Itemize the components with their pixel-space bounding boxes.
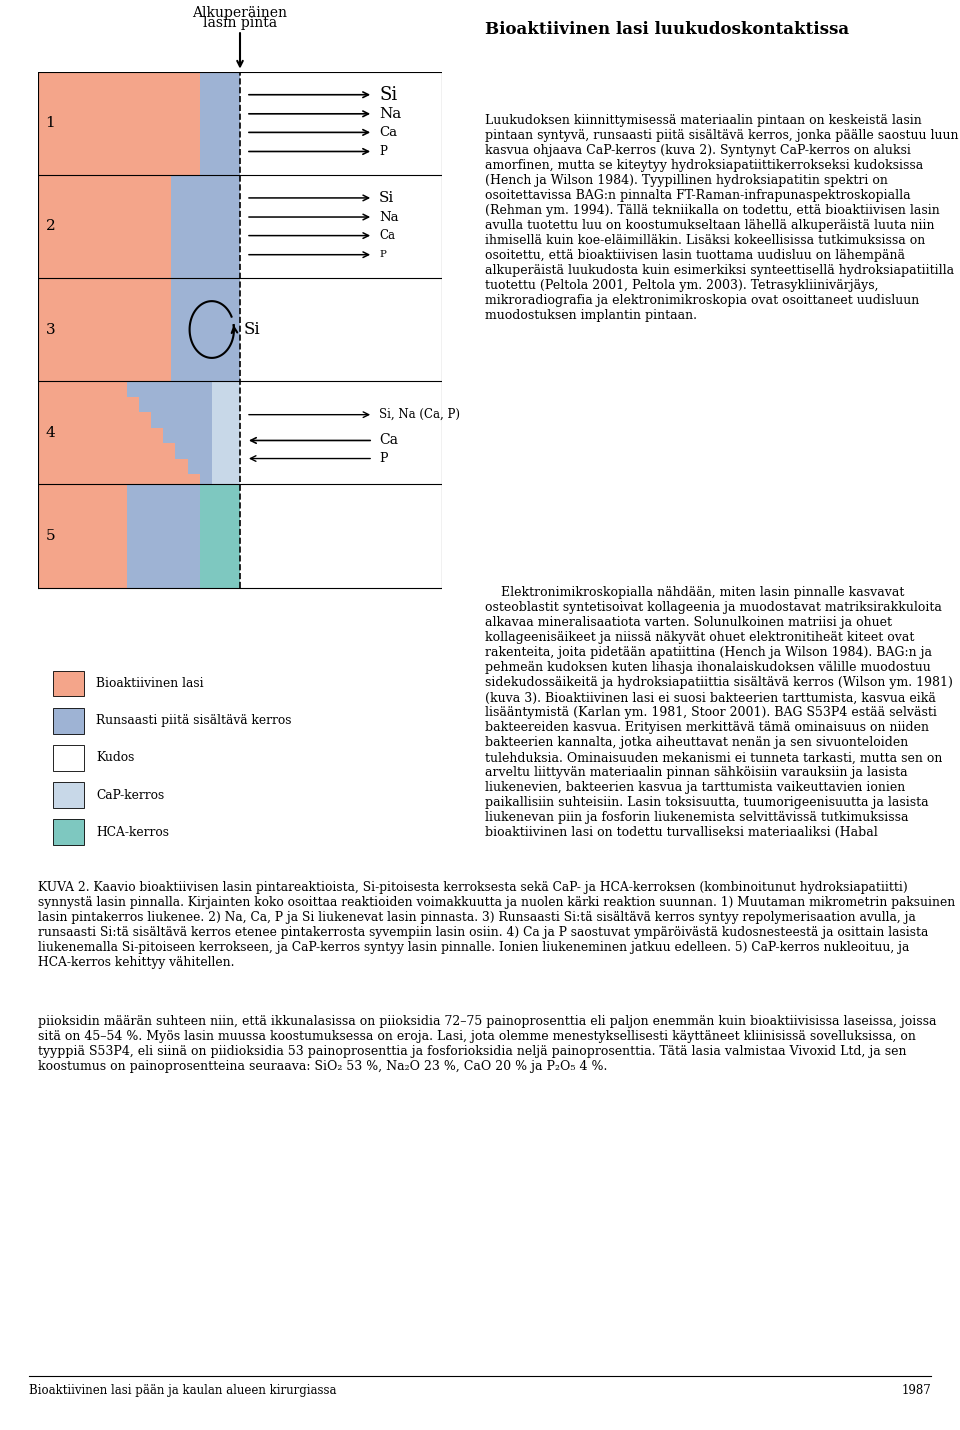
Bar — [38, 174, 172, 277]
Bar — [38, 485, 127, 588]
Bar — [38, 382, 127, 485]
Text: Runsaasti piitä sisältävä kerros: Runsaasti piitä sisältävä kerros — [96, 714, 292, 728]
Bar — [172, 174, 240, 277]
Polygon shape — [38, 382, 200, 485]
Bar — [200, 72, 240, 174]
Text: Alkuperäinen: Alkuperäinen — [193, 6, 287, 20]
Text: Bioaktiivinen lasi: Bioaktiivinen lasi — [96, 676, 204, 691]
Text: 3: 3 — [46, 323, 56, 336]
Text: 5: 5 — [46, 529, 56, 543]
Bar — [172, 277, 240, 382]
Bar — [38, 277, 172, 382]
Text: Na: Na — [379, 107, 401, 120]
Bar — [127, 382, 212, 485]
Text: Ca: Ca — [379, 229, 396, 242]
Bar — [240, 485, 442, 588]
Text: Bioaktiivinen lasi luukudoskontaktissa: Bioaktiivinen lasi luukudoskontaktissa — [485, 21, 849, 39]
Text: Si, Na (Ca, P): Si, Na (Ca, P) — [379, 408, 460, 422]
Text: 1987: 1987 — [901, 1384, 931, 1397]
Text: Bioaktiivinen lasi pään ja kaulan alueen kirurgiassa: Bioaktiivinen lasi pään ja kaulan alueen… — [29, 1384, 336, 1397]
Text: 2: 2 — [46, 219, 56, 233]
Text: CaP-kerros: CaP-kerros — [96, 788, 164, 802]
Text: KUVA 2. Kaavio bioaktiivisen lasin pintareaktioista, Si-pitoisesta kerroksesta s: KUVA 2. Kaavio bioaktiivisen lasin pinta… — [38, 881, 955, 970]
Text: Si: Si — [244, 320, 261, 337]
Text: piioksidin määrän suhteen niin, että ikkunalasissa on piioksidia 72–75 painopros: piioksidin määrän suhteen niin, että ikk… — [38, 1015, 937, 1074]
Text: Elektronimikroskopialla nähdään, miten lasin pinnalle kasvavat osteoblastit synt: Elektronimikroskopialla nähdään, miten l… — [485, 586, 952, 839]
Text: 4: 4 — [46, 426, 56, 440]
Bar — [240, 382, 442, 485]
Text: P: P — [379, 452, 388, 465]
Bar — [240, 174, 442, 277]
Text: Ca: Ca — [379, 126, 397, 139]
Text: Si: Si — [379, 192, 395, 204]
Bar — [127, 485, 200, 588]
Text: Kudos: Kudos — [96, 751, 134, 765]
Text: P: P — [379, 144, 387, 157]
Text: 1: 1 — [46, 116, 56, 130]
Bar — [240, 72, 442, 174]
Text: Ca: Ca — [379, 433, 398, 448]
Bar — [38, 72, 200, 174]
Text: P: P — [379, 250, 386, 259]
Text: Luukudoksen kiinnittymisessä materiaalin pintaan on keskeistä lasin pintaan synt: Luukudoksen kiinnittymisessä materiaalin… — [485, 114, 958, 322]
Bar — [212, 382, 240, 485]
Bar — [200, 485, 240, 588]
Text: Na: Na — [379, 210, 398, 223]
Bar — [240, 277, 442, 382]
Text: Si: Si — [379, 86, 397, 104]
Text: HCA-kerros: HCA-kerros — [96, 825, 169, 839]
Text: lasin pinta: lasin pinta — [203, 16, 277, 30]
